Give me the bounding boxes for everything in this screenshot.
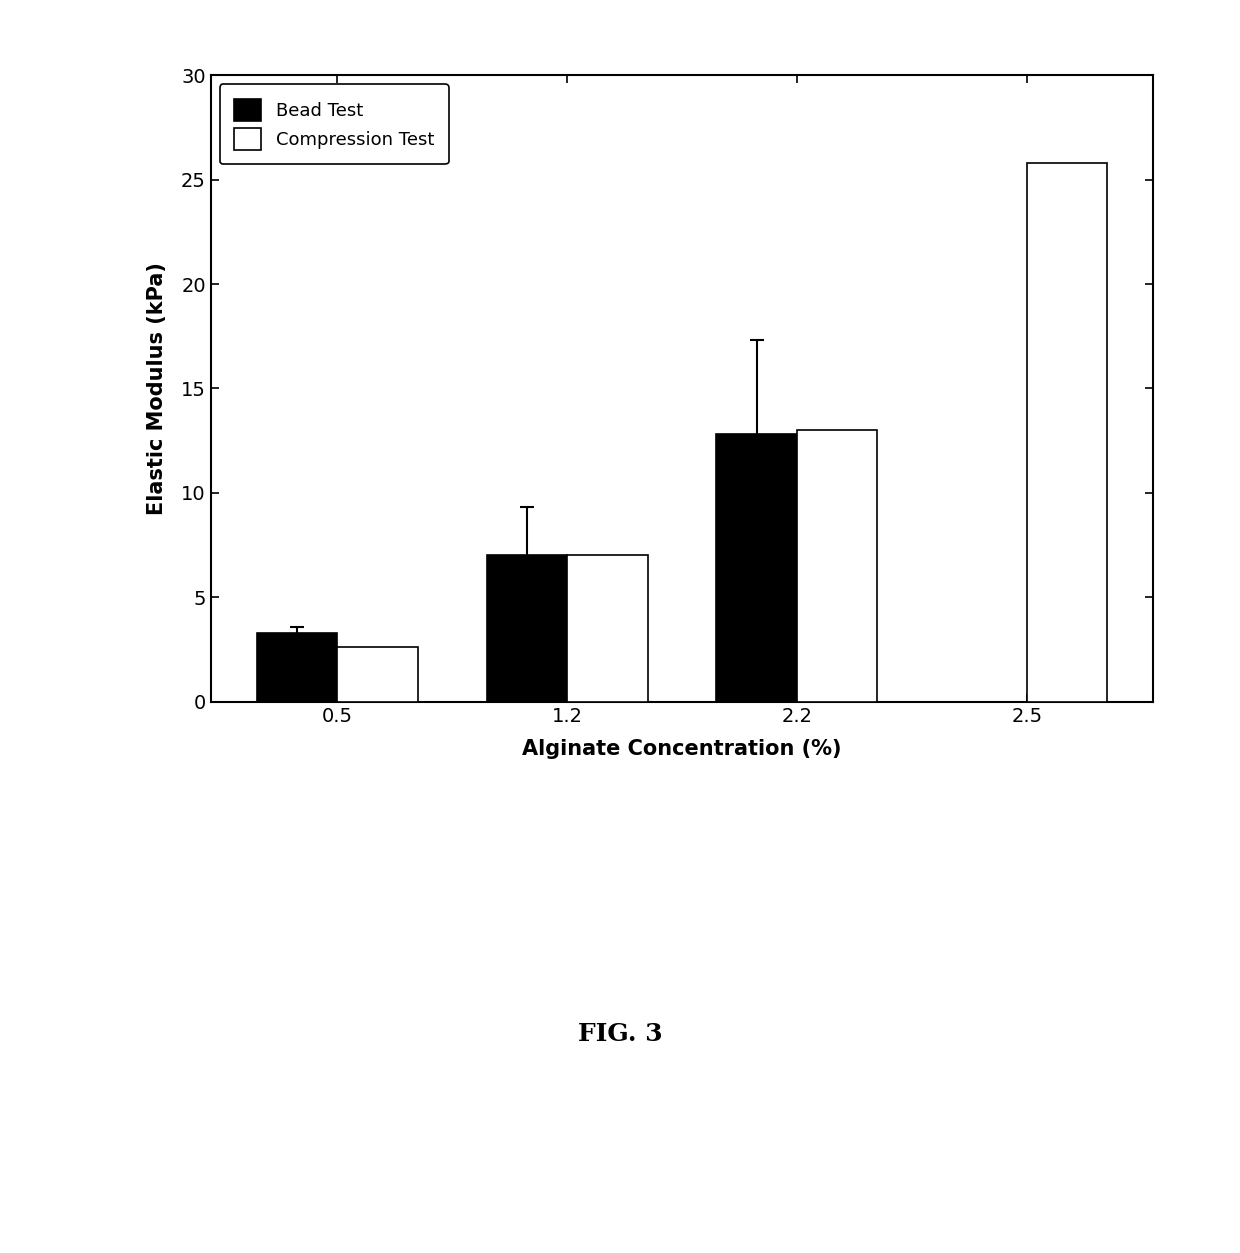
Bar bbox=[1027, 163, 1107, 702]
Bar bbox=[567, 555, 647, 702]
Bar bbox=[797, 430, 878, 702]
X-axis label: Alginate Concentration (%): Alginate Concentration (%) bbox=[522, 739, 842, 759]
Legend: Bead Test, Compression Test: Bead Test, Compression Test bbox=[219, 84, 449, 164]
Y-axis label: Elastic Modulus (kPa): Elastic Modulus (kPa) bbox=[148, 262, 167, 515]
Text: FIG. 3: FIG. 3 bbox=[578, 1021, 662, 1046]
Bar bbox=[486, 555, 567, 702]
Bar bbox=[717, 435, 797, 702]
Bar bbox=[337, 648, 418, 702]
Bar bbox=[257, 633, 337, 702]
